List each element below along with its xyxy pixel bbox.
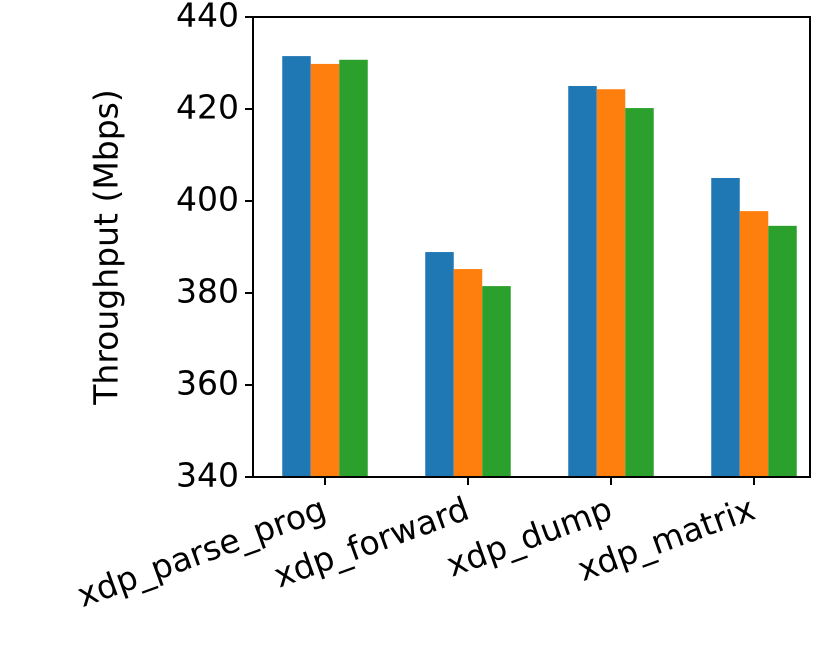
y-tick-label: 380 [176, 272, 239, 311]
y-tick-label: 340 [176, 456, 239, 495]
bar [482, 286, 511, 477]
bar [310, 63, 340, 478]
bar [339, 59, 368, 477]
y-tick-label: 400 [176, 180, 239, 219]
y-tick-label: 420 [176, 88, 239, 127]
y-tick-label: 360 [176, 364, 239, 403]
bar [596, 89, 626, 477]
bar [768, 225, 797, 477]
y-tick-label: 440 [176, 0, 239, 35]
bar [739, 211, 769, 477]
bar [625, 108, 654, 477]
bar [711, 178, 740, 477]
bar [282, 56, 311, 477]
bar [425, 252, 454, 477]
y-axis-label: Throughput (Mbps) [87, 89, 126, 405]
bar [453, 269, 483, 477]
bar [568, 86, 597, 477]
plot-frame [252, 16, 811, 478]
